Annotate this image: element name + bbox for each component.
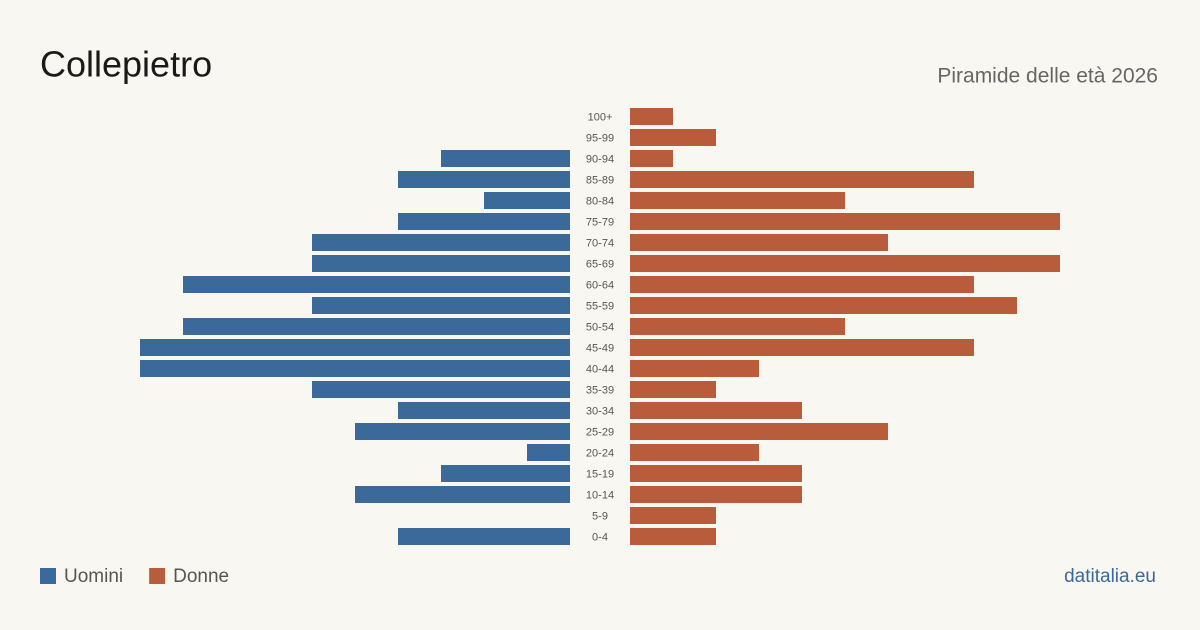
category-label: 45-49 [586,342,614,354]
category-label: 60-64 [586,279,614,291]
legend-swatch [40,568,56,584]
bar-women [630,108,673,125]
category-label: 40-44 [586,363,614,375]
bar-women [630,360,759,377]
bar-men [183,276,570,293]
bar-women [630,339,974,356]
category-label: 30-34 [586,405,614,417]
category-label: 75-79 [586,216,614,228]
bar-women [630,276,974,293]
category-label: 70-74 [586,237,614,249]
bar-women [630,402,802,419]
bar-men [527,444,570,461]
bar-men [441,465,570,482]
bar-women [630,255,1060,272]
bar-men [398,171,570,188]
bar-women [630,423,888,440]
category-label: 35-39 [586,384,614,396]
legend-swatch [149,568,166,584]
bar-men [140,339,570,356]
bar-women [630,171,974,188]
category-label: 5-9 [592,510,608,522]
chart-subtitle: Piramide delle età 2026 [937,65,1158,88]
bar-women [630,444,759,461]
bar-men [355,423,570,440]
bar-women [630,318,845,335]
bar-women [630,465,802,482]
chart-title: Collepietro [40,44,212,85]
bar-men [312,297,570,314]
category-label: 65-69 [586,258,614,270]
category-label: 95-99 [586,132,614,144]
category-label: 85-89 [586,174,614,186]
bar-men [398,213,570,230]
category-label: 100+ [588,111,613,123]
bar-women [630,486,802,503]
bar-men [398,528,570,545]
source: datitalia.eu [1064,566,1156,587]
bar-men [312,234,570,251]
bar-women [630,213,1060,230]
category-label: 20-24 [586,447,614,459]
category-label: 25-29 [586,426,614,438]
category-label: 80-84 [586,195,614,207]
bar-women [630,297,1017,314]
bar-women [630,150,673,167]
bar-women [630,528,716,545]
bar-women [630,234,888,251]
bar-women [630,507,716,524]
category-label: 10-14 [586,489,614,501]
bar-men [398,402,570,419]
bar-women [630,129,716,146]
bar-men [484,192,570,209]
category-label: 15-19 [586,468,614,480]
category-label: 50-54 [586,321,614,333]
bar-women [630,381,716,398]
category-label: 90-94 [586,153,614,165]
category-label: 0-4 [592,531,608,543]
bar-men [441,150,570,167]
bar-men [183,318,570,335]
bar-men [140,360,570,377]
bar-men [355,486,570,503]
bar-men [312,381,570,398]
bar-men [312,255,570,272]
legend-label: Donne [173,566,229,587]
bar-women [630,192,845,209]
category-label: 55-59 [586,300,614,312]
legend-label: Uomini [64,566,123,587]
